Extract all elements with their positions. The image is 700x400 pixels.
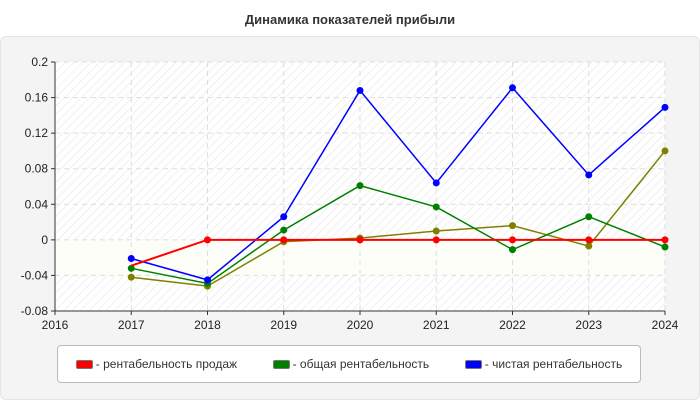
series-line-1 [131,184,666,285]
data-point [661,147,669,155]
data-point [661,236,669,244]
x-tick-label: 2019 [270,318,297,332]
y-tick-label: 0 [41,233,48,247]
y-tick-label: 0.2 [31,55,48,69]
data-point [432,236,440,244]
data-point [204,276,211,284]
legend-label: - рентабельность продаж [95,357,238,371]
chart-title: Динамика показателей прибыли [244,12,456,27]
y-tick-label: 0.16 [25,91,49,105]
series-line-0 [130,238,665,267]
data-point [204,236,211,244]
data-point [509,222,516,230]
data-point [509,246,516,254]
x-tick-label: 2018 [194,318,221,332]
x-tick-label: 2021 [423,318,450,332]
data-point [356,86,364,94]
data-point [585,171,593,179]
data-point [585,213,593,221]
legend-swatch-red [75,359,93,369]
y-tick-label: 0.12 [25,126,49,140]
data-point [127,255,135,263]
y-tick-label: -0.04 [21,268,49,282]
legend-label: - общая рентабельность [292,357,430,371]
data-point [585,242,593,250]
series-line-3 [131,150,666,287]
y-tick-label: -0.08 [21,304,49,318]
legend-item-total[interactable]: - общая рентабельность [272,357,430,371]
data-point [127,264,135,272]
data-point [661,103,669,111]
legend-swatch-blue [464,359,482,369]
x-tick-label: 2022 [499,318,526,332]
data-point [127,273,135,281]
data-point [356,236,364,244]
data-point [280,236,288,244]
x-tick-label: 2020 [347,318,374,332]
y-tick-label: 0.08 [25,162,49,176]
series-line-2 [131,86,666,281]
legend-label: - чистая рентабельность [484,357,623,371]
data-point [509,84,516,92]
x-tick-label: 2017 [118,318,145,332]
x-tick-label: 2023 [575,318,602,332]
data-point [432,179,440,187]
x-tick-label: 2024 [652,318,679,332]
data-point [280,226,288,234]
legend-item-sales[interactable]: - рентабельность продаж [75,357,238,371]
x-tick-label: 2016 [42,318,69,332]
data-point [356,182,364,190]
data-point [661,243,669,251]
legend-item-net[interactable]: - чистая рентабельность [464,357,623,371]
data-point [280,213,288,221]
legend: - рентабельность продаж - общая рентабел… [57,345,641,383]
legend-swatch-green [272,359,290,369]
data-point [509,236,516,244]
y-tick-label: 0.04 [25,197,49,211]
data-point [432,227,440,235]
data-point [432,203,440,211]
data-point [585,236,593,244]
